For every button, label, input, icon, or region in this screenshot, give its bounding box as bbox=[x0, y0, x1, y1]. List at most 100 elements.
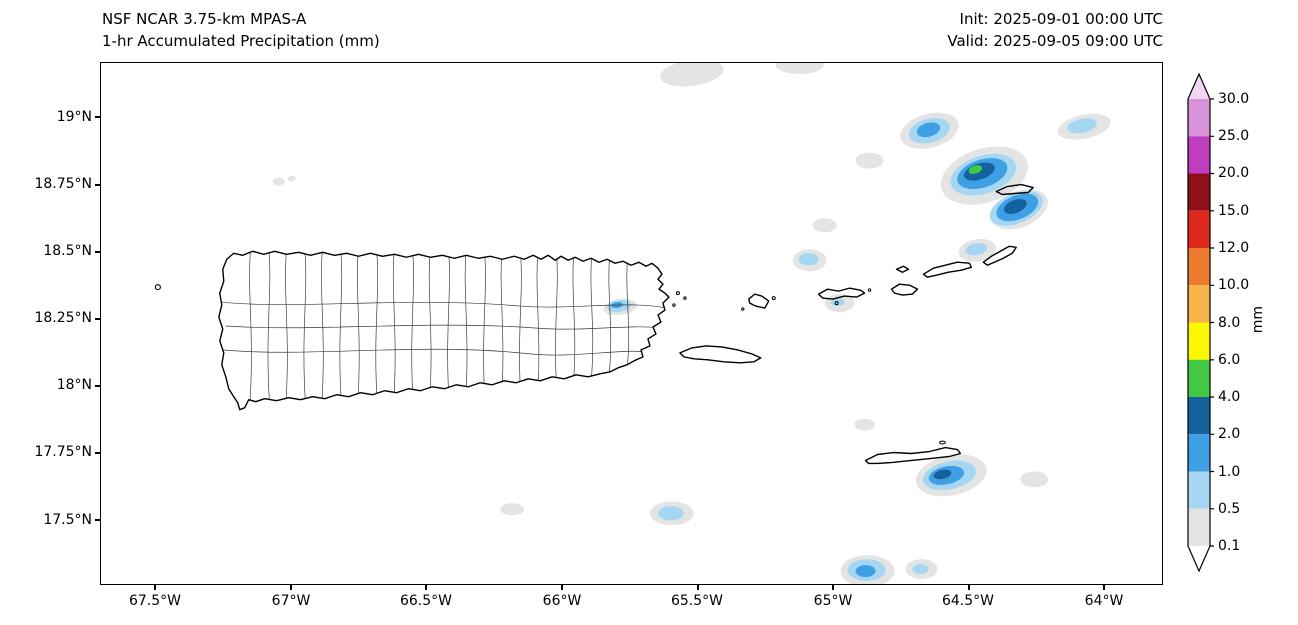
colorbar-tick-label: 30.0 bbox=[1218, 91, 1250, 107]
y-tick-mark bbox=[95, 452, 100, 454]
buck-island-islet bbox=[938, 440, 946, 445]
colorbar-tick-label: 1.0 bbox=[1218, 464, 1241, 480]
precip-cell bbox=[798, 253, 819, 266]
x-tick-mark bbox=[1103, 585, 1105, 590]
y-tick-mark bbox=[95, 184, 100, 186]
map-axes bbox=[100, 62, 1163, 585]
colorbar-tick-label: 20.0 bbox=[1218, 165, 1250, 181]
colorbar-under-arrow bbox=[1188, 546, 1210, 571]
precip-cell bbox=[912, 564, 929, 575]
x-tick-mark bbox=[697, 585, 699, 590]
y-tick-label: 18°N bbox=[56, 377, 92, 393]
colorbar-segment bbox=[1188, 471, 1210, 509]
colorbar-segment bbox=[1188, 285, 1210, 323]
y-tick-mark bbox=[95, 251, 100, 253]
colorbar-tick-label: 0.5 bbox=[1218, 501, 1241, 517]
y-tick-label: 18.5°N bbox=[43, 243, 92, 259]
precip-cell bbox=[854, 418, 875, 431]
timestamps: Init: 2025-09-01 00:00 UTC Valid: 2025-0… bbox=[763, 8, 1163, 52]
st-thomas-outline bbox=[817, 287, 866, 300]
islet bbox=[834, 301, 839, 306]
colorbar-tick-label: 12.0 bbox=[1218, 240, 1250, 256]
islet bbox=[771, 296, 776, 301]
precip-cell bbox=[1003, 198, 1027, 214]
colorbar-tick-label: 0.1 bbox=[1218, 538, 1241, 554]
colorbar-segment bbox=[1188, 173, 1210, 211]
x-tick-label: 64°W bbox=[1084, 593, 1124, 609]
precip-cell bbox=[812, 218, 837, 233]
colorbar-segment bbox=[1188, 397, 1210, 435]
precip-cell bbox=[965, 243, 988, 256]
y-tick-label: 18.75°N bbox=[34, 176, 92, 192]
precip-cell bbox=[287, 175, 296, 182]
x-tick-label: 67.5°W bbox=[128, 593, 181, 609]
model-name-title: NSF NCAR 3.75-km MPAS-A bbox=[102, 10, 307, 28]
precip-cell bbox=[1020, 471, 1049, 488]
x-tick-mark bbox=[290, 585, 292, 590]
colorbar-tick-label: 2.0 bbox=[1218, 426, 1241, 442]
init-time: Init: 2025-09-01 00:00 UTC bbox=[959, 10, 1163, 28]
colorbar-units-label: mm bbox=[1250, 306, 1266, 334]
map-canvas bbox=[154, 63, 1111, 584]
x-tick-label: 64.5°W bbox=[941, 593, 994, 609]
municipality-boundaries bbox=[220, 251, 667, 407]
x-tick-mark bbox=[832, 585, 834, 590]
precip-cell bbox=[855, 565, 876, 578]
x-tick-label: 65°W bbox=[813, 593, 853, 609]
variable-title: 1-hr Accumulated Precipitation (mm) bbox=[102, 32, 380, 50]
y-tick-label: 17.75°N bbox=[34, 444, 92, 460]
precip-cell bbox=[855, 152, 884, 169]
precip-cell bbox=[272, 177, 285, 186]
st-croix-outline bbox=[864, 446, 962, 465]
x-tick-mark bbox=[425, 585, 427, 590]
colorbar-segment bbox=[1188, 434, 1210, 472]
x-tick-mark bbox=[154, 585, 156, 590]
y-tick-mark bbox=[95, 385, 100, 387]
x-tick-label: 66.5°W bbox=[399, 593, 452, 609]
colorbar-tick-label: 25.0 bbox=[1218, 128, 1250, 144]
precip-contours bbox=[272, 63, 1111, 584]
colorbar-segment bbox=[1188, 248, 1210, 286]
colorbar-tick-label: 6.0 bbox=[1218, 352, 1241, 368]
st-john-outline bbox=[890, 283, 919, 296]
colorbar-over-arrow bbox=[1188, 74, 1210, 99]
puerto-rico-outline bbox=[218, 250, 670, 411]
valid-time: Valid: 2025-09-05 09:00 UTC bbox=[947, 32, 1163, 50]
desecheo-islet bbox=[154, 284, 161, 291]
islet bbox=[741, 307, 745, 311]
colorbar bbox=[1187, 72, 1214, 573]
anegada-outline bbox=[995, 183, 1034, 196]
precip-cell bbox=[657, 506, 684, 521]
jost-van-dyke-outline bbox=[895, 265, 910, 273]
colorbar-tick-label: 8.0 bbox=[1218, 315, 1241, 331]
y-tick-label: 19°N bbox=[56, 109, 92, 125]
x-tick-mark bbox=[561, 585, 563, 590]
islet bbox=[675, 291, 680, 296]
x-tick-mark bbox=[968, 585, 970, 590]
colorbar-tick-label: 15.0 bbox=[1218, 203, 1250, 219]
x-tick-label: 66°W bbox=[542, 593, 582, 609]
precip-cell bbox=[933, 469, 952, 480]
y-tick-label: 17.5°N bbox=[43, 512, 92, 528]
colorbar-outline bbox=[1187, 72, 1211, 573]
y-tick-mark bbox=[95, 116, 100, 118]
vieques-outline bbox=[679, 345, 762, 364]
precip-cell bbox=[1067, 118, 1097, 134]
precip-cell bbox=[916, 122, 941, 138]
y-tick-mark bbox=[95, 519, 100, 521]
plot-titles: NSF NCAR 3.75-km MPAS-A 1-hr Accumulated… bbox=[102, 8, 380, 52]
y-tick-label: 18.25°N bbox=[34, 310, 92, 326]
precip-cell bbox=[968, 165, 983, 174]
colorbar-segment bbox=[1188, 99, 1210, 137]
colorbar-segment bbox=[1188, 508, 1210, 546]
virgin-gorda-outline bbox=[982, 245, 1017, 266]
colorbar-tick-label: 10.0 bbox=[1218, 277, 1250, 293]
colorbar-segment bbox=[1188, 210, 1210, 248]
tortola-outline bbox=[922, 261, 973, 278]
precip-cell bbox=[500, 503, 525, 516]
precip-cell bbox=[775, 63, 824, 74]
x-tick-label: 65.5°W bbox=[670, 593, 723, 609]
islet bbox=[672, 303, 676, 307]
colorbar-segment bbox=[1188, 322, 1210, 360]
